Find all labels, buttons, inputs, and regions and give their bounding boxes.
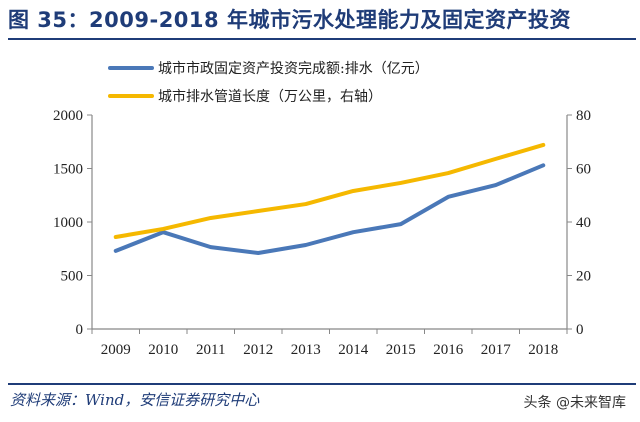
legend-swatch-blue xyxy=(108,66,154,70)
x-tick-label: 2014 xyxy=(338,342,369,358)
right-tick-label: 60 xyxy=(576,162,591,178)
left-tick-label: 2000 xyxy=(53,108,83,124)
left-tick-label: 1500 xyxy=(53,162,83,178)
x-tick-label: 2010 xyxy=(148,342,178,358)
legend-label: 城市市政固定资产投资完成额:排水（亿元） xyxy=(158,61,429,77)
x-tick-label: 2011 xyxy=(196,342,225,358)
series-line-0 xyxy=(113,163,546,256)
x-tick-label: 2016 xyxy=(433,342,464,358)
right-tick-label: 80 xyxy=(576,108,591,124)
legend-swatch-yellow xyxy=(108,94,154,98)
legend-item-pipeline: 城市排水管道长度（万公里，右轴） xyxy=(108,86,382,106)
legend-label: 城市排水管道长度（万公里，右轴） xyxy=(158,89,382,105)
source-note: 资料来源：Wind，安信证券研究中心 xyxy=(10,391,260,409)
right-tick-label: 0 xyxy=(576,322,584,338)
figure-title: 图 35：2009-2018 年城市污水处理能力及固定资产投资 xyxy=(8,8,571,32)
x-tick-label: 2012 xyxy=(243,342,273,358)
title-divider xyxy=(8,38,636,40)
series-line-1 xyxy=(113,142,546,239)
watermark: 头条 @未来智库 xyxy=(523,395,626,411)
x-tick-label: 2017 xyxy=(481,342,512,358)
x-tick-label: 2009 xyxy=(101,342,131,358)
x-tick-label: 2018 xyxy=(528,342,558,358)
source-divider xyxy=(8,383,636,385)
left-tick-label: 1000 xyxy=(53,215,83,231)
x-tick-label: 2015 xyxy=(386,342,416,358)
right-tick-label: 20 xyxy=(576,269,591,285)
right-tick-label: 40 xyxy=(576,215,591,231)
left-tick-label: 0 xyxy=(76,322,84,338)
legend-item-investment: 城市市政固定资产投资完成额:排水（亿元） xyxy=(108,58,429,78)
x-tick-label: 2013 xyxy=(291,342,321,358)
left-tick-label: 500 xyxy=(61,269,84,285)
